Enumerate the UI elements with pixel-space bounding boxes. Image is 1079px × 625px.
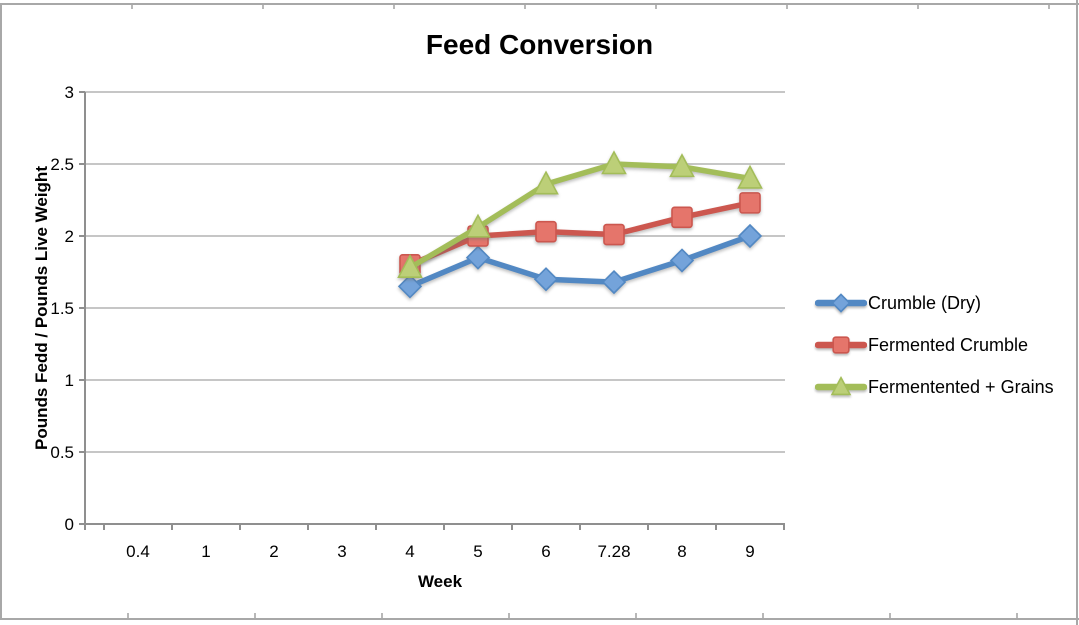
page-border-bottom bbox=[0, 618, 1079, 620]
page-border-top bbox=[0, 3, 1079, 5]
legend-item-fermentented-grains: Fermentented + Grains bbox=[815, 366, 1054, 408]
x-axis-title: Week bbox=[417, 572, 463, 591]
legend-item-fermented-crumble: Fermented Crumble bbox=[815, 324, 1054, 366]
y-tick-label: 1.5 bbox=[50, 299, 74, 318]
data-point-marker bbox=[397, 253, 423, 278]
data-point-marker bbox=[465, 245, 491, 270]
x-tick-label: 0.4 bbox=[126, 542, 150, 561]
series-line bbox=[407, 200, 753, 268]
data-point-marker bbox=[739, 192, 761, 214]
y-tick-label: 0 bbox=[65, 515, 74, 534]
legend-item-crumble-dry: Crumble (Dry) bbox=[815, 282, 1054, 324]
data-point-marker bbox=[601, 269, 627, 295]
data-point-marker bbox=[737, 164, 763, 189]
legend-label: Fermented Crumble bbox=[868, 334, 1029, 355]
chart-legend: Crumble (Dry) Fermented Crumble Fermente… bbox=[815, 282, 1054, 408]
y-tick-label: 2 bbox=[65, 227, 74, 246]
x-tick-label: 7.28 bbox=[597, 542, 630, 561]
legend-label: Crumble (Dry) bbox=[868, 292, 982, 313]
data-point-marker bbox=[603, 223, 625, 246]
cell-boundary-tick bbox=[262, 5, 264, 9]
data-point-marker bbox=[830, 375, 852, 396]
cell-boundary-tick bbox=[131, 5, 133, 9]
legend-swatch-crumble-dry bbox=[815, 293, 867, 313]
data-point-marker bbox=[465, 213, 491, 238]
x-tick-label: 2 bbox=[269, 542, 278, 561]
chart-series bbox=[399, 192, 761, 276]
cell-boundary-tick bbox=[127, 613, 129, 618]
cell-boundary-tick bbox=[508, 613, 510, 618]
data-point-marker bbox=[832, 336, 850, 354]
cell-boundary-tick bbox=[254, 613, 256, 618]
cell-boundary-tick bbox=[655, 5, 657, 9]
cell-boundary-tick bbox=[524, 5, 526, 9]
series-line bbox=[407, 233, 753, 290]
chart-series bbox=[397, 223, 763, 299]
legend-label: Fermentented + Grains bbox=[868, 376, 1054, 397]
x-tick-label: 1 bbox=[201, 542, 210, 561]
y-tick-label: 3 bbox=[65, 83, 74, 102]
y-tick-label: 1 bbox=[65, 371, 74, 390]
x-tick-label: 4 bbox=[405, 542, 414, 561]
x-tick-label: 6 bbox=[541, 542, 550, 561]
x-tick-label: 5 bbox=[473, 542, 482, 561]
cell-boundary-tick bbox=[393, 5, 395, 9]
legend-swatch-fermented-crumble bbox=[815, 336, 867, 354]
cell-boundary-tick bbox=[635, 613, 637, 618]
cell-boundary-tick bbox=[1016, 613, 1018, 618]
cell-boundary-tick bbox=[1048, 5, 1050, 9]
data-point-marker bbox=[671, 206, 693, 229]
x-tick-label: 8 bbox=[677, 542, 686, 561]
legend-swatch-fermentented-grains bbox=[815, 375, 867, 396]
series-line bbox=[407, 161, 753, 271]
data-point-marker bbox=[737, 223, 763, 249]
y-tick-label: 0.5 bbox=[50, 443, 74, 462]
cell-boundary-tick bbox=[889, 613, 891, 618]
data-point-marker bbox=[669, 248, 695, 273]
cell-boundary-tick bbox=[762, 613, 764, 618]
chart-series bbox=[397, 150, 763, 278]
data-point-marker bbox=[831, 293, 851, 313]
chart-title: Feed Conversion bbox=[425, 29, 654, 60]
page-border-left bbox=[0, 3, 2, 620]
cell-boundary-tick bbox=[786, 5, 788, 9]
cell-boundary-tick bbox=[381, 613, 383, 618]
data-point-marker bbox=[397, 274, 423, 299]
page-border-right bbox=[1076, 0, 1078, 625]
y-tick-label: 2.5 bbox=[50, 155, 74, 174]
data-point-marker bbox=[669, 153, 695, 178]
data-point-marker bbox=[601, 150, 627, 175]
data-point-marker bbox=[533, 267, 559, 292]
data-point-marker bbox=[535, 220, 557, 243]
cell-boundary-tick bbox=[917, 5, 919, 9]
x-tick-label: 9 bbox=[745, 542, 754, 561]
x-tick-label: 3 bbox=[337, 542, 346, 561]
data-point-marker bbox=[533, 170, 559, 195]
